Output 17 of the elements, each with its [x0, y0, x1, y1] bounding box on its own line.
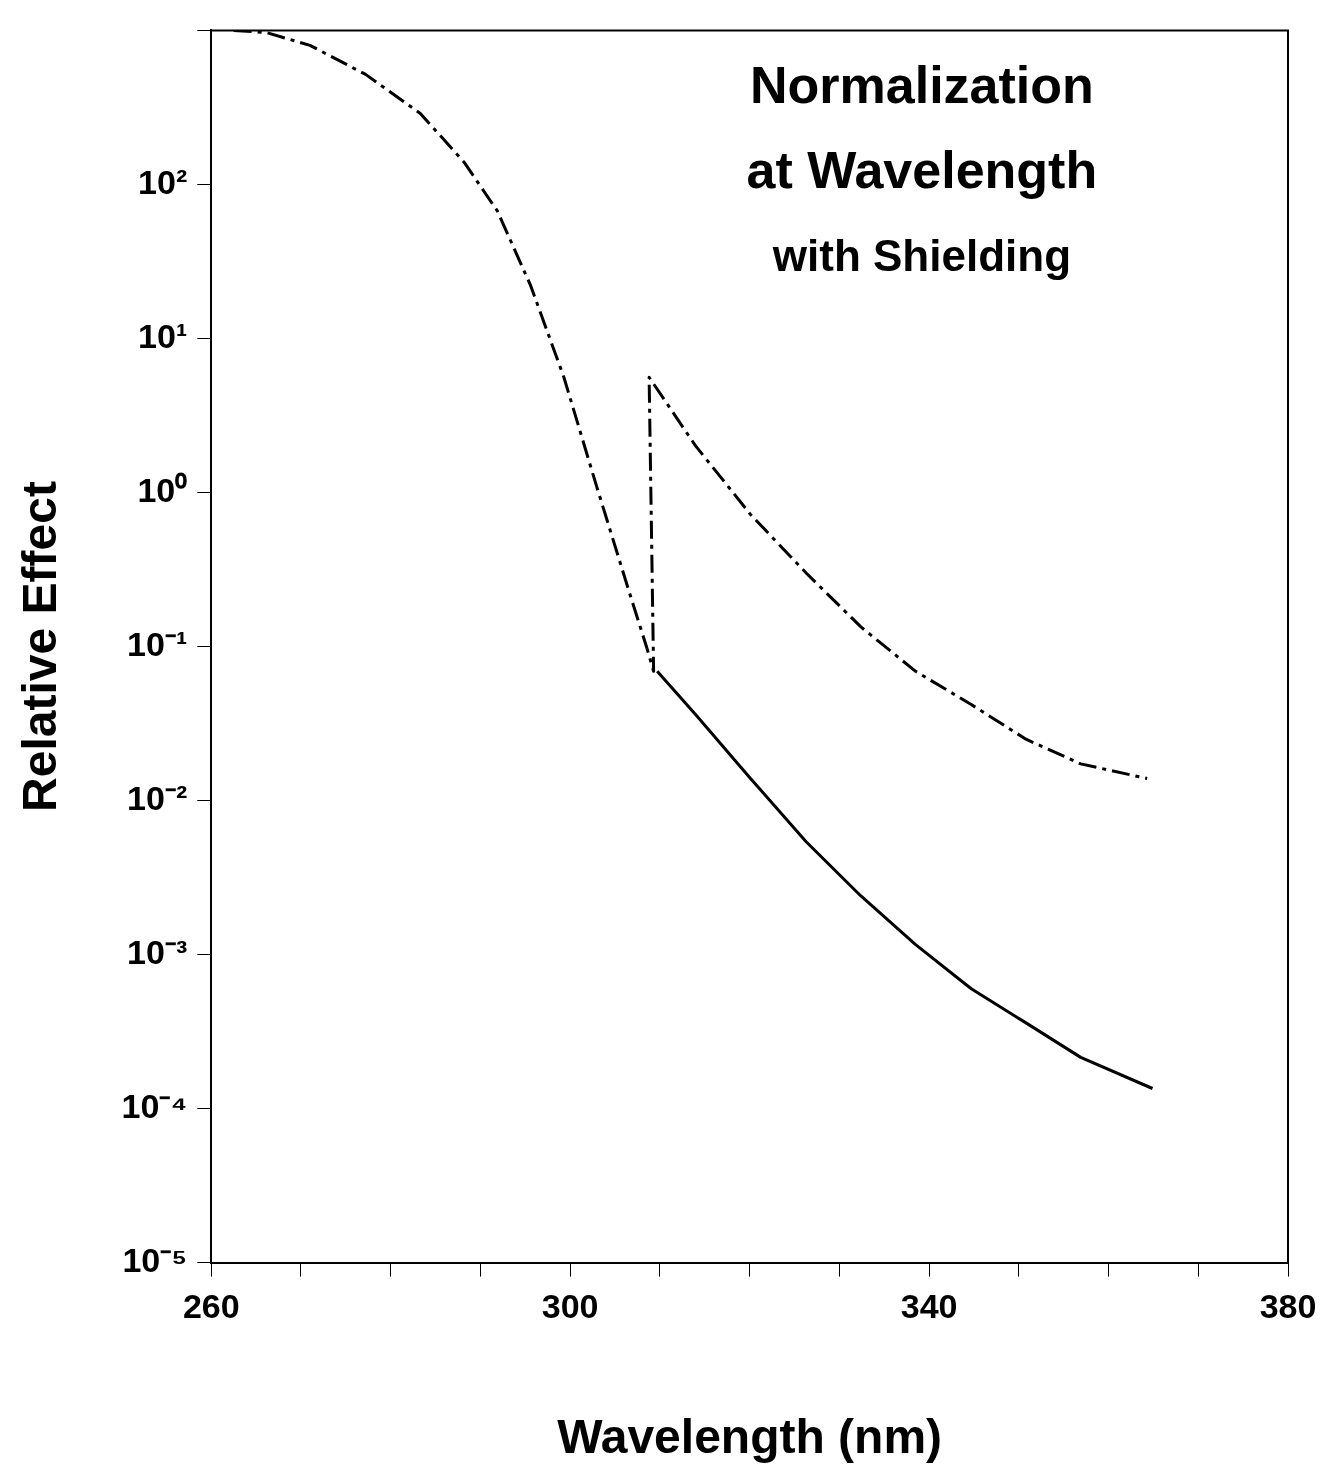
annotation: with Shielding [771, 230, 1071, 280]
x-tick-label: 300 [541, 1287, 599, 1326]
x-tick-label: 380 [1259, 1287, 1317, 1326]
y-tick-label: 10⁻⁴ [121, 1086, 188, 1125]
y-tick-label: 10² [138, 162, 188, 201]
x-tick-label: 260 [182, 1287, 240, 1326]
y-axis-title: Relative Effect [13, 481, 67, 812]
y-tick-label: 10⁰ [137, 470, 188, 509]
annotation: at Wavelength [746, 140, 1098, 199]
annotation: Normalization [749, 55, 1094, 114]
y-tick-label: 10⁻³ [127, 932, 188, 971]
x-axis-title: Wavelength (nm) [557, 1410, 943, 1464]
y-tick-label: 10¹ [138, 316, 188, 355]
x-tick-label: 340 [900, 1287, 958, 1326]
y-tick-label: 10⁻⁵ [122, 1240, 188, 1279]
y-tick-label: 10⁻¹ [127, 624, 188, 663]
y-tick-label: 10⁻² [127, 778, 188, 817]
